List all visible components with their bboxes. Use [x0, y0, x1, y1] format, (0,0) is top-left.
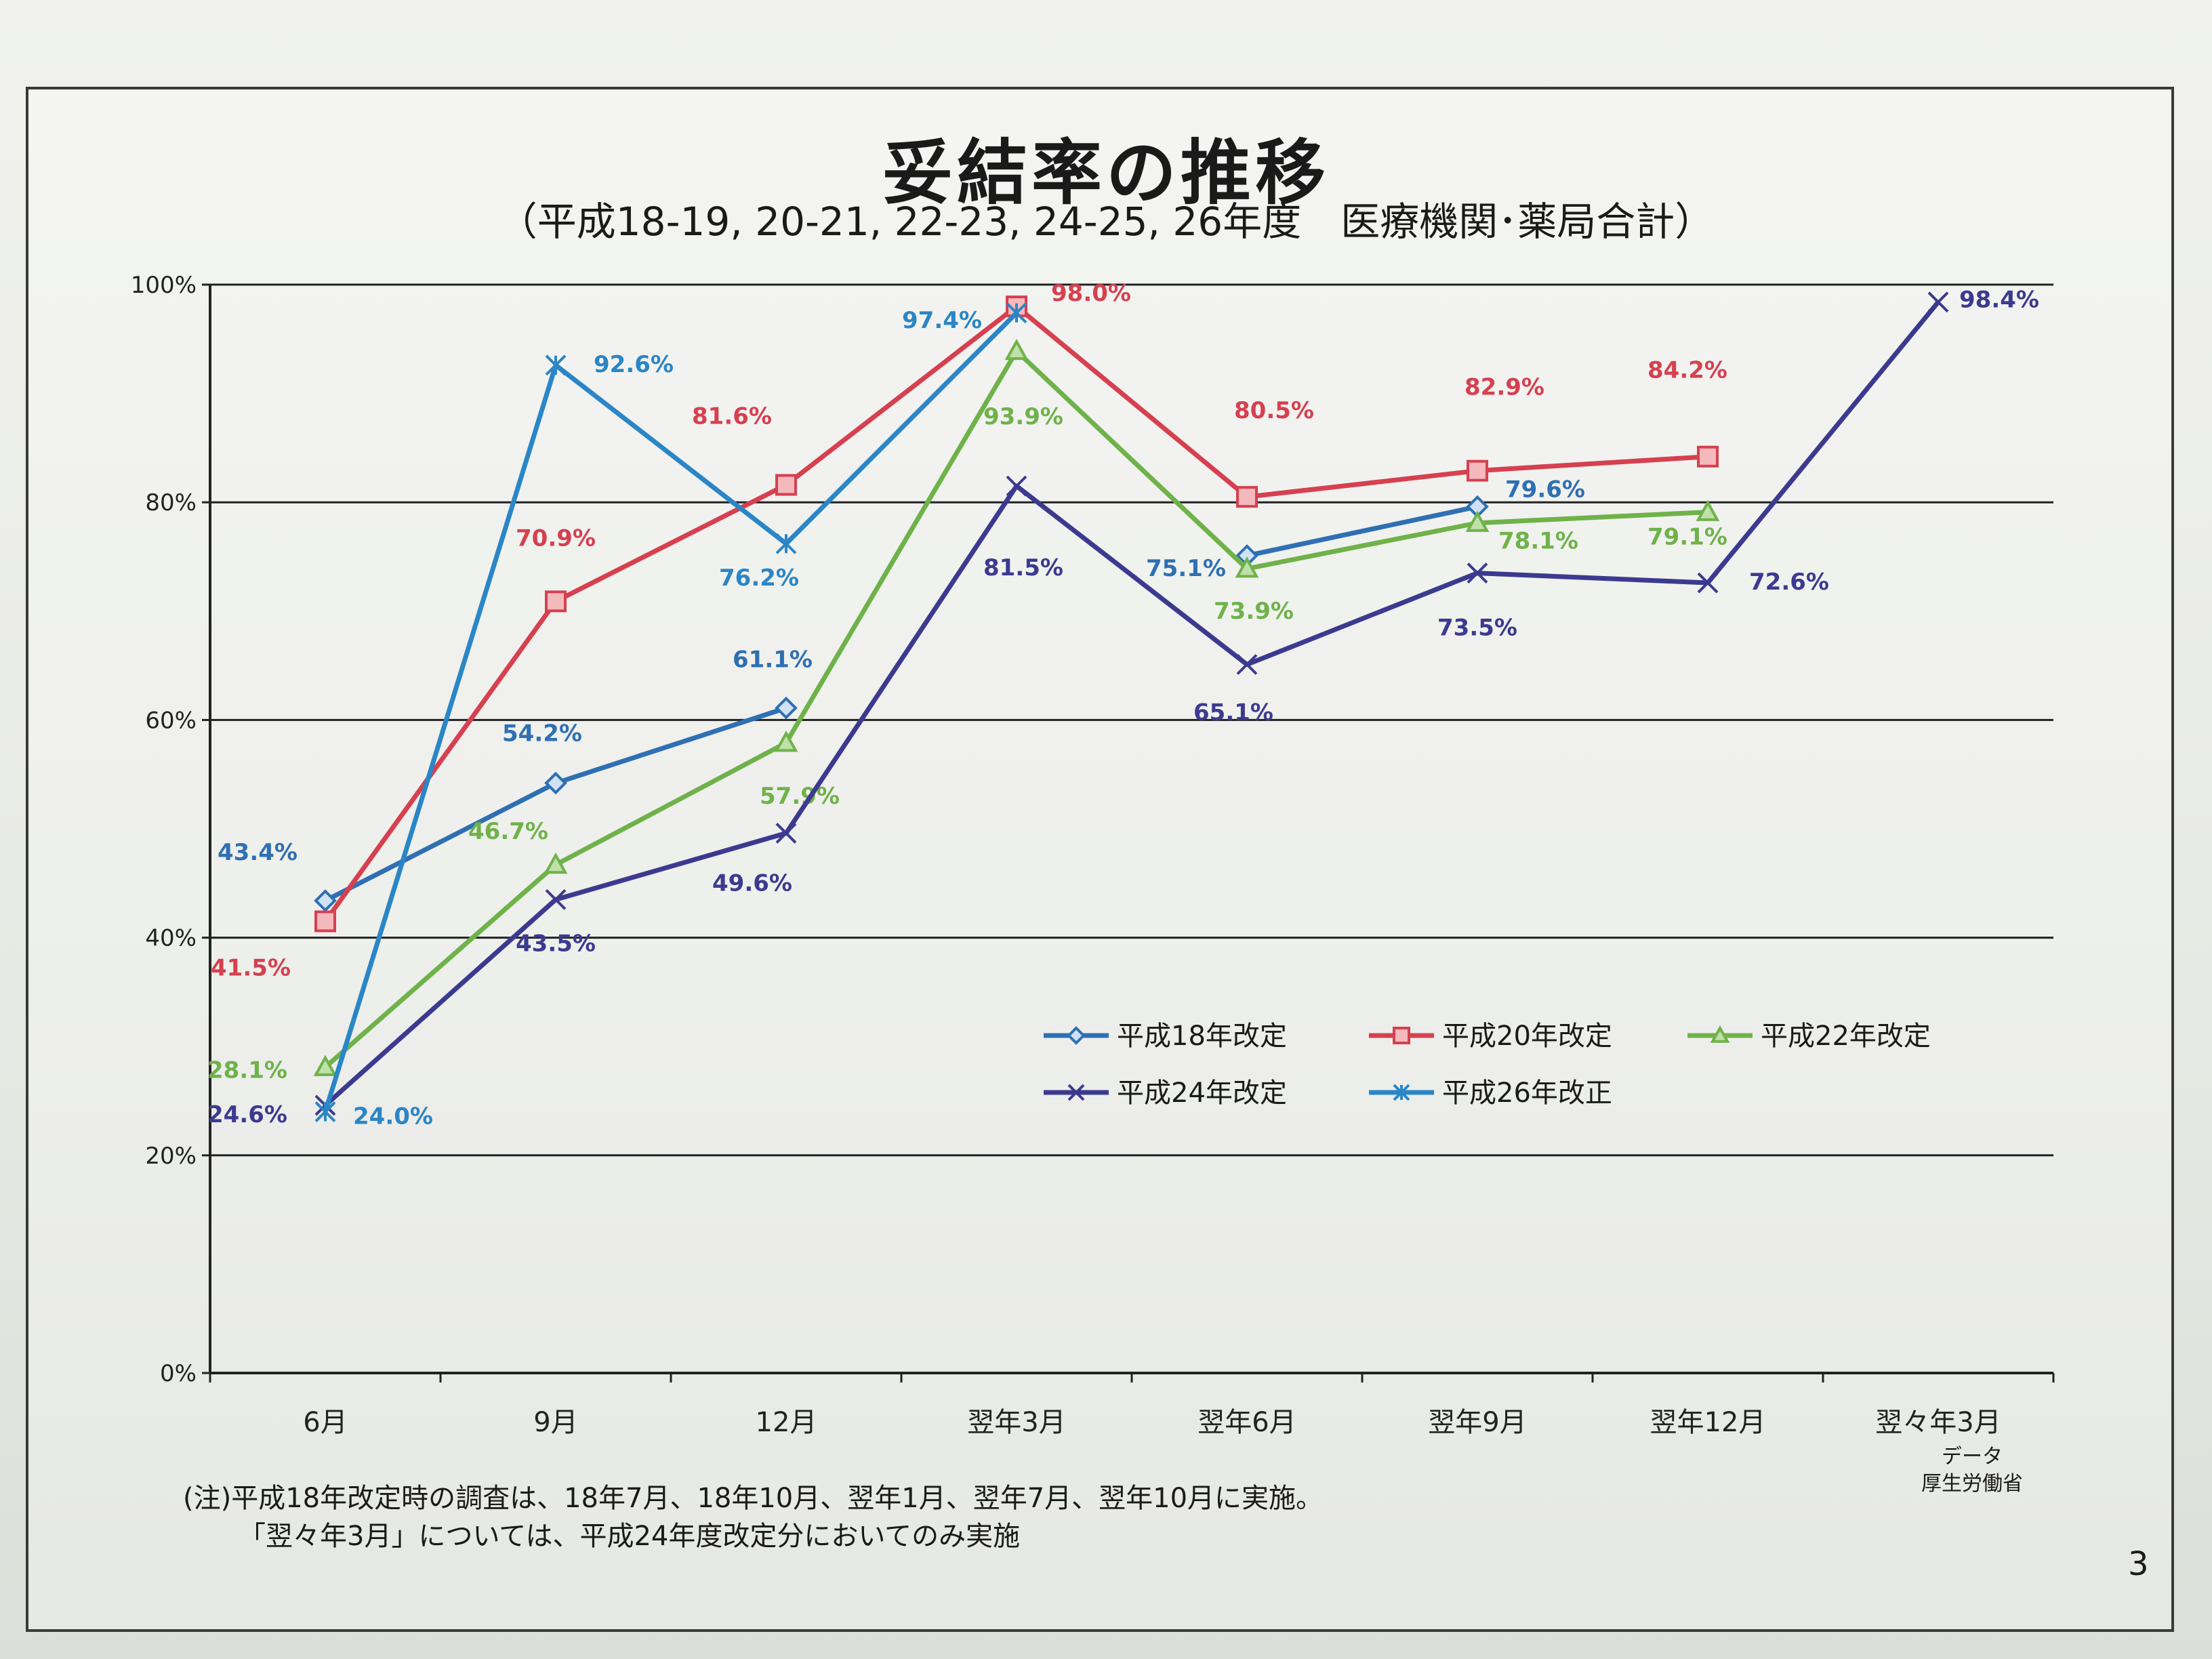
data-label: 57.9%: [760, 783, 840, 810]
source-label: データ: [1942, 1445, 2003, 1469]
data-label: 76.2%: [719, 565, 799, 592]
data-label: 49.6%: [712, 869, 792, 897]
series-marker: [775, 696, 798, 720]
series-marker: [1004, 338, 1029, 361]
y-tick-label: 60%: [145, 707, 197, 734]
legend-label: 平成20年改定: [1442, 1021, 1612, 1052]
series-marker: [1236, 654, 1258, 675]
data-label: 24.0%: [353, 1103, 433, 1130]
legend-label: 平成24年改定: [1117, 1078, 1287, 1109]
data-label: 73.5%: [1437, 615, 1517, 642]
series-line: [323, 348, 1708, 1069]
series-marker: [544, 852, 568, 874]
x-tick-label: 9月: [533, 1407, 577, 1438]
series-marker: [313, 1054, 337, 1076]
data-label: 93.9%: [983, 403, 1063, 430]
y-tick-label: 40%: [145, 925, 197, 952]
series-marker: [774, 731, 798, 752]
x-tick-label: 翌年9月: [1428, 1407, 1526, 1438]
data-label: 98.4%: [1959, 287, 2039, 314]
data-label: 98.0%: [1051, 280, 1131, 307]
data-label: 75.1%: [1146, 555, 1226, 582]
data-label: 73.9%: [1214, 598, 1294, 625]
series-marker: [1697, 572, 1719, 594]
data-label: 43.4%: [218, 839, 298, 866]
footnote-line-1: (注)平成18年改定時の調査は、18年7月、18年10月、翌年1月、翌年7月、翌…: [183, 1483, 1324, 1514]
x-tick-label: 翌年12月: [1650, 1407, 1766, 1438]
series-marker: [1067, 1084, 1085, 1101]
series-marker: [1467, 459, 1488, 482]
data-label: 79.1%: [1647, 524, 1727, 551]
legend-label: 平成22年改定: [1761, 1021, 1931, 1052]
data-label: 82.9%: [1465, 374, 1544, 401]
data-label: 28.1%: [207, 1057, 287, 1084]
series-marker: [1467, 562, 1488, 584]
data-label: 72.6%: [1749, 569, 1829, 596]
x-tick-label: 12月: [756, 1407, 817, 1438]
data-label: 81.6%: [692, 403, 772, 430]
data-label: 79.6%: [1505, 476, 1585, 504]
data-label: 78.1%: [1498, 528, 1578, 555]
series-line: [323, 300, 1940, 1107]
data-label: 81.5%: [983, 554, 1063, 581]
series-marker: [544, 771, 567, 795]
data-label: 80.5%: [1234, 397, 1314, 424]
series-marker: [1697, 445, 1719, 468]
data-label: 54.2%: [502, 720, 582, 747]
series-marker: [775, 823, 797, 844]
x-tick-label: 翌々年3月: [1875, 1407, 2001, 1438]
series-marker: [1006, 302, 1027, 324]
x-tick-label: 翌年6月: [1197, 1407, 1296, 1438]
data-label: 41.5%: [211, 955, 291, 982]
data-label: 84.2%: [1647, 357, 1727, 384]
series-marker: [314, 889, 337, 912]
data-label: 46.7%: [468, 818, 548, 845]
chart-title: 妥結率の推移: [882, 131, 1330, 214]
data-label: 97.4%: [902, 307, 982, 334]
data-label: 65.1%: [1193, 699, 1273, 726]
legend-label: 平成18年改定: [1117, 1021, 1287, 1052]
series-marker: [545, 354, 567, 376]
data-label: 61.1%: [733, 647, 813, 674]
series-line: [1246, 504, 1478, 558]
series-marker: [1927, 291, 1949, 313]
series-marker: [1006, 475, 1027, 497]
data-source: データ 厚生労働省: [1898, 1443, 2047, 1498]
legend-label: 平成26年改正: [1442, 1078, 1612, 1109]
data-label: 43.5%: [516, 930, 596, 957]
series-marker: [775, 474, 797, 496]
series-line: [323, 311, 1019, 1113]
y-tick-label: 80%: [145, 489, 197, 516]
footnote-line-2: 「翌々年3月」については、平成24年度改定分においてのみ実施: [239, 1521, 1021, 1552]
y-tick-label: 0%: [160, 1360, 197, 1387]
series-marker: [314, 1101, 336, 1122]
data-label: 70.9%: [516, 525, 596, 552]
data-label: 24.6%: [207, 1101, 287, 1128]
series-marker: [1710, 1025, 1730, 1043]
series-marker: [1235, 556, 1259, 578]
data-label: 92.6%: [594, 351, 674, 378]
x-tick-label: 翌年3月: [967, 1407, 1065, 1438]
series-marker: [775, 533, 797, 554]
series-marker: [1465, 510, 1490, 532]
series-marker: [545, 590, 567, 613]
series-marker: [314, 910, 336, 933]
y-tick-label: 100%: [131, 272, 197, 299]
y-tick-label: 20%: [145, 1143, 197, 1170]
series-marker: [1696, 499, 1720, 521]
series-marker: [1393, 1027, 1410, 1044]
page-number: 3: [2128, 1545, 2149, 1583]
x-tick-label: 6月: [303, 1407, 347, 1438]
series-marker: [1236, 486, 1258, 508]
chart-subtitle: （平成18-19, 20-21, 22-23, 24-25, 26年度 医療機関…: [497, 199, 1715, 245]
source-name: 厚生労働省: [1921, 1472, 2023, 1496]
series-marker: [1393, 1084, 1410, 1101]
series-marker: [545, 888, 567, 910]
series-marker: [1067, 1026, 1086, 1045]
